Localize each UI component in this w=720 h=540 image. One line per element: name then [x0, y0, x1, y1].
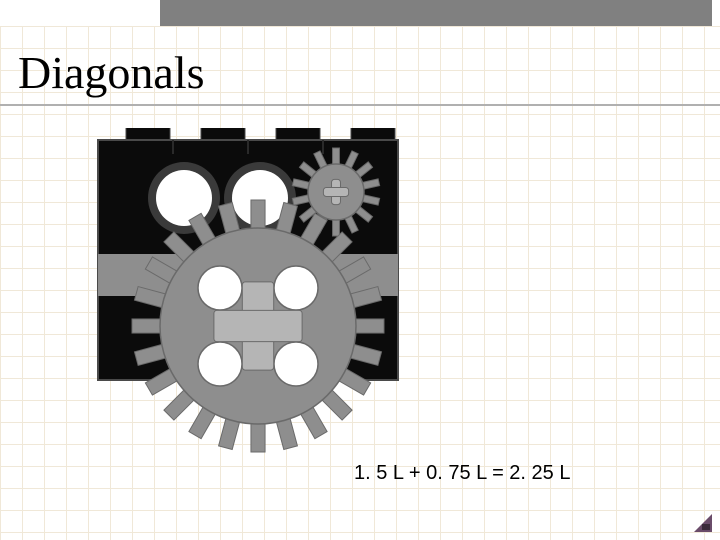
gear-diagram [88, 128, 428, 458]
page-title: Diagonals [18, 46, 205, 99]
title-underline [0, 104, 720, 106]
corner-accent-icon [694, 514, 712, 532]
equation-caption: 1. 5 L + 0. 75 L = 2. 25 L [354, 462, 570, 485]
slide-top-bar [160, 0, 712, 26]
